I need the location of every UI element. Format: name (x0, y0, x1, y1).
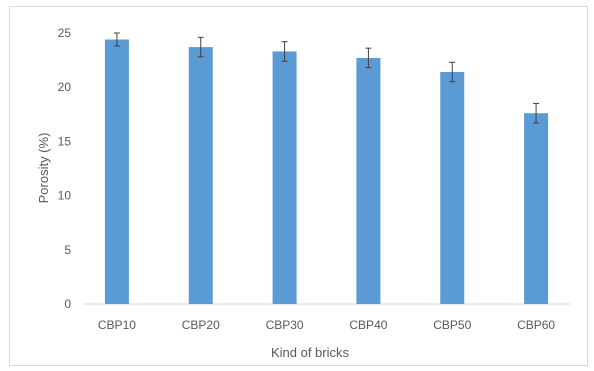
x-axis-ticks: CBP10 CBP20 CBP30 CBP40 CBP50 CBP60 (98, 318, 556, 332)
bar-cbp40 (356, 57, 381, 304)
error-bars (113, 32, 540, 124)
error-bar-cbp30 (281, 41, 288, 62)
x-tick-label: CBP40 (349, 318, 387, 332)
x-tick-label: CBP60 (517, 318, 555, 332)
bars (104, 39, 549, 305)
y-tick-label: 0 (64, 297, 71, 311)
y-axis-ticks: 0 5 10 15 20 25 (58, 26, 72, 311)
y-tick-label: 5 (64, 243, 71, 257)
y-tick-label: 20 (58, 80, 72, 94)
chart-frame (9, 6, 588, 366)
bar-cbp50 (440, 72, 465, 304)
x-tick-label: CBP20 (182, 318, 220, 332)
bar-cbp30 (272, 51, 297, 304)
x-axis-title: Kind of bricks (271, 345, 350, 360)
x-tick-label: CBP10 (98, 318, 136, 332)
y-axis-title: Porosity (%) (36, 133, 51, 204)
x-tick-label: CBP50 (433, 318, 471, 332)
error-bar-cbp10 (113, 32, 120, 47)
x-tick-label: CBP30 (266, 318, 304, 332)
bar-cbp20 (188, 47, 213, 304)
error-bar-cbp40 (365, 47, 372, 69)
y-tick-label: 10 (58, 189, 72, 203)
bar-cbp10 (104, 39, 129, 305)
y-tick-label: 15 (58, 134, 72, 148)
bar-cbp60 (524, 113, 549, 304)
error-bar-cbp50 (449, 61, 456, 83)
y-tick-label: 25 (58, 26, 72, 40)
error-bar-cbp60 (533, 102, 540, 124)
error-bar-cbp20 (197, 36, 204, 58)
